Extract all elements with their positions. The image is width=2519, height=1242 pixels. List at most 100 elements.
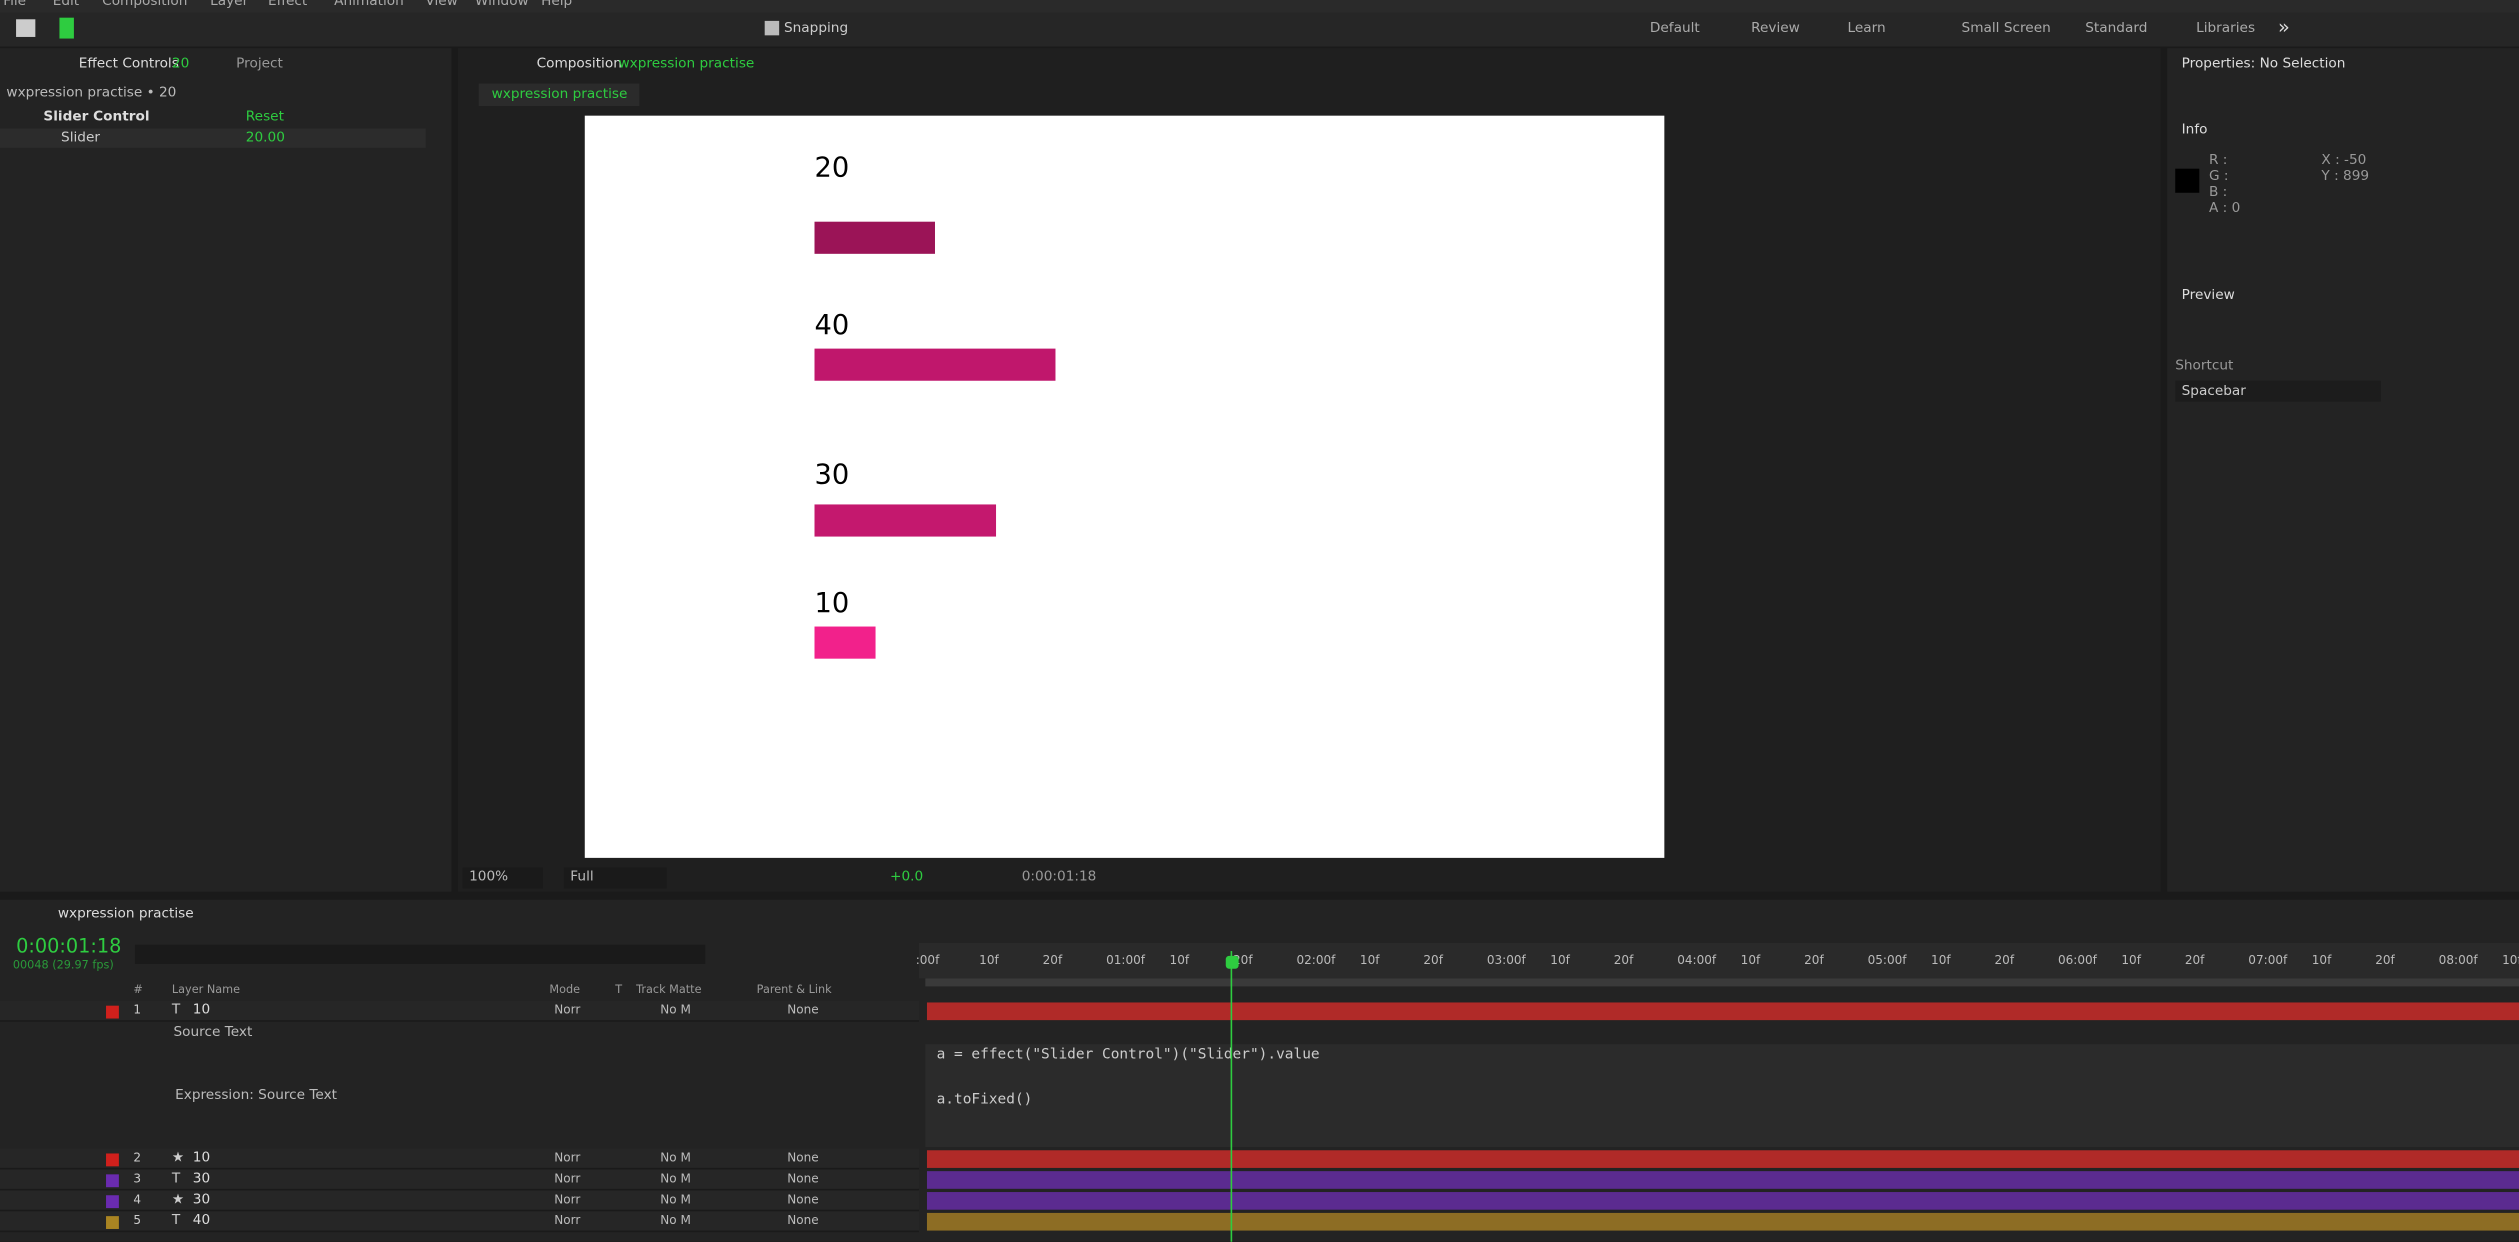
menu-item[interactable]: Edit (52, 0, 80, 10)
rgba-value: G : (2208, 168, 2229, 185)
layer-name[interactable]: 40 (192, 1212, 211, 1229)
layer-parent[interactable]: None (787, 1150, 819, 1165)
layer-path: wxpression practise • 20 (6, 85, 177, 102)
workspace-tab[interactable]: Libraries (2196, 20, 2256, 37)
reset-button[interactable]: Reset (245, 109, 284, 126)
rgba-value: B : (2208, 184, 2228, 201)
layer-matte[interactable]: No M (660, 1150, 691, 1165)
workspace-tab[interactable]: Learn (1847, 20, 1886, 37)
layer-parent[interactable]: None (787, 1212, 819, 1228)
layer-name[interactable]: 30 (192, 1192, 211, 1209)
comp-subtab[interactable]: wxpression practise (491, 86, 628, 103)
ruler-label: :00f (915, 952, 940, 968)
resolution[interactable]: Full (570, 869, 594, 886)
zoom-level[interactable]: 100% (469, 869, 509, 886)
playhead-handle (1225, 955, 1239, 969)
ruler-label: 07:00f (2248, 952, 2288, 968)
menu-item[interactable]: Effect (267, 0, 308, 10)
panel-tab[interactable]: Project (236, 56, 283, 73)
exposure[interactable]: +0.0 (890, 869, 924, 886)
selection-tool (59, 17, 74, 39)
ruler-label: 08:00f (2438, 952, 2478, 968)
layer-name[interactable]: 10 (192, 1150, 211, 1167)
workspace-tab[interactable]: Small Screen (1961, 20, 2051, 37)
layer-mode[interactable]: Norr (554, 1171, 581, 1186)
layer-row (0, 1211, 919, 1233)
menu-item[interactable]: Composition (102, 0, 188, 10)
workspace-more[interactable]: » (2278, 16, 2290, 39)
snapping-label[interactable]: Snapping (783, 20, 849, 37)
layer-matte[interactable]: No M (660, 1192, 691, 1207)
timeline-tab[interactable]: wxpression practise (57, 906, 194, 923)
playhead (1230, 951, 1233, 1242)
menu-item[interactable]: View (425, 0, 458, 10)
panel-tab-layer: 20 (171, 56, 190, 73)
label-color (106, 1005, 119, 1019)
expression-area (925, 1044, 2519, 1148)
ruler (918, 943, 2519, 979)
layer-bar (926, 1212, 2519, 1231)
expression-line[interactable]: a.toFixed() (936, 1092, 1033, 1109)
panel-tab[interactable]: Effect Controls (78, 56, 179, 73)
toolbar (0, 12, 2519, 47)
workspace-tab[interactable]: Review (1751, 20, 1800, 37)
layer-name[interactable]: 10 (192, 1002, 211, 1019)
column-header: Track Matte (636, 983, 702, 997)
shortcut-value[interactable]: Spacebar (2181, 383, 2246, 401)
layer-parent[interactable]: None (787, 1171, 819, 1186)
layer-parent[interactable]: None (787, 1002, 819, 1017)
ruler-label: 10f (1169, 952, 1190, 968)
right-panel (2167, 48, 2519, 892)
workspace-tab[interactable]: Standard (2085, 20, 2148, 37)
ruler-label: 20f (1994, 952, 2015, 968)
layer-bar (926, 1002, 2519, 1021)
snapping-checkbox (764, 20, 780, 36)
expression-line[interactable]: a = effect("Slider Control")("Slider").v… (936, 1047, 1320, 1064)
workspace-tab[interactable]: Default (1649, 20, 1700, 37)
menu-item[interactable]: Help (541, 0, 573, 10)
ruler-label: 06:00f (2057, 952, 2097, 968)
layer-bar (926, 1150, 2519, 1168)
bar-label: 30 (814, 459, 850, 492)
menu-item[interactable]: Window (474, 0, 529, 10)
ruler-label: 05:00f (1867, 952, 1907, 968)
layer-matte[interactable]: No M (660, 1171, 691, 1186)
column-header: Parent & Link (756, 983, 832, 997)
layer-mode[interactable]: Norr (554, 1192, 581, 1207)
ruler-label: 10f (2121, 952, 2141, 968)
layer-name[interactable]: 30 (192, 1171, 211, 1188)
layer-icon: ★ (171, 1150, 185, 1167)
layer-icon: T (171, 1212, 181, 1229)
layer-index: 4 (133, 1192, 142, 1207)
timeline-frames: 00048 (29.97 fps) (12, 959, 114, 972)
info-title: Info (2181, 122, 2208, 139)
layer-mode[interactable]: Norr (554, 1150, 581, 1165)
menu-item[interactable]: File (3, 0, 27, 10)
rgba-value: R : (2208, 152, 2228, 169)
menu-item[interactable]: Animation (334, 0, 404, 10)
ruler-label: 20f (1423, 952, 1443, 968)
label-color (106, 1195, 119, 1209)
layer-matte[interactable]: No M (660, 1002, 691, 1017)
column-header: Layer Name (171, 983, 241, 997)
menu-item[interactable]: Layer (210, 0, 249, 10)
ruler-label: 10f (1550, 952, 1570, 968)
layer-mode[interactable]: Norr (554, 1212, 581, 1228)
panel-tab[interactable]: Composition (536, 56, 622, 73)
property-row (0, 128, 426, 148)
ruler-label: 02:00f (1296, 952, 1336, 968)
layer-index: 2 (133, 1150, 142, 1165)
layer-bar (926, 1192, 2519, 1210)
info-y: Y : 899 (2321, 168, 2370, 185)
rgba-value: A : 0 (2208, 200, 2241, 217)
ruler-label: 10f (979, 952, 999, 968)
layer-matte[interactable]: No M (660, 1212, 691, 1228)
layer-row (0, 1169, 919, 1191)
column-header: Mode (549, 983, 581, 997)
current-time[interactable]: 0:00:01:18 (1021, 869, 1097, 886)
property-value[interactable]: 20.00 (245, 130, 285, 147)
label-color (106, 1153, 119, 1167)
layer-parent[interactable]: None (787, 1192, 819, 1207)
layer-mode[interactable]: Norr (554, 1002, 581, 1017)
